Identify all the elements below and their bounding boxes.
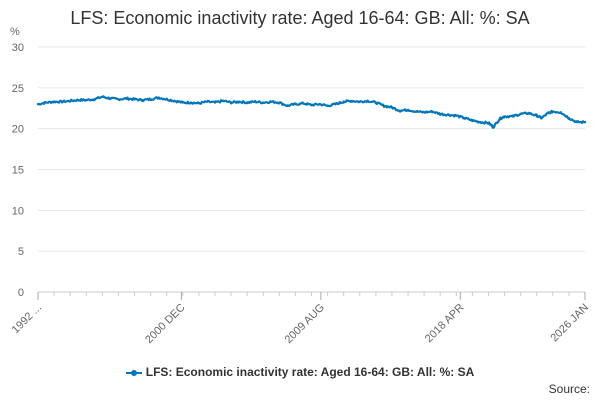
data-point[interactable] <box>382 104 386 108</box>
data-point[interactable] <box>527 111 530 115</box>
data-point[interactable] <box>479 120 482 124</box>
data-point[interactable] <box>583 120 587 124</box>
data-point[interactable] <box>447 113 450 116</box>
data-point[interactable] <box>294 102 297 106</box>
data-point[interactable] <box>492 125 495 129</box>
legend[interactable]: LFS: Economic inactivity rate: Aged 16-6… <box>0 365 600 379</box>
data-point[interactable] <box>535 114 538 117</box>
data-point[interactable] <box>302 102 305 105</box>
gridlines <box>38 46 585 293</box>
series-line[interactable] <box>37 95 586 129</box>
x-tick-label: 2009 AUG <box>283 302 327 346</box>
data-point[interactable] <box>270 100 273 103</box>
data-point[interactable] <box>60 100 64 103</box>
y-axis-unit-label: % <box>10 26 20 38</box>
data-point[interactable] <box>101 95 104 99</box>
x-axis: 1992 ... 2000 DEC 2009 AUG 2018 APR 2026 JAN <box>10 291 591 346</box>
data-point[interactable] <box>125 97 128 100</box>
data-point[interactable] <box>366 99 370 103</box>
data-point[interactable] <box>310 103 313 107</box>
chart-title: LFS: Economic inactivity rate: Aged 16-6… <box>70 8 530 28</box>
data-point[interactable] <box>77 98 80 102</box>
data-point[interactable] <box>205 100 209 103</box>
data-point[interactable] <box>213 101 217 104</box>
data-point[interactable] <box>487 121 490 125</box>
data-point[interactable] <box>52 100 56 103</box>
y-tick-label: 20 <box>12 124 24 136</box>
y-tick-label: 15 <box>12 165 24 177</box>
data-point[interactable] <box>253 100 257 103</box>
data-point[interactable] <box>463 116 466 120</box>
data-point[interactable] <box>439 112 442 116</box>
data-point[interactable] <box>278 101 281 104</box>
data-point[interactable] <box>149 98 152 101</box>
y-tick-label: 10 <box>12 205 24 217</box>
x-tick-label: 2026 JAN <box>548 302 591 345</box>
data-point[interactable] <box>85 98 88 102</box>
data-point[interactable] <box>422 111 426 114</box>
data-point[interactable] <box>342 100 345 103</box>
data-point[interactable] <box>221 99 225 103</box>
data-point[interactable] <box>109 97 112 100</box>
x-tick-label: 2000 DEC <box>143 302 187 346</box>
data-point[interactable] <box>173 99 176 103</box>
data-point[interactable] <box>286 104 289 108</box>
data-point[interactable] <box>229 101 233 104</box>
chart-plot-area: 0 5 10 15 20 25 30 1992 ... 2000 DEC 2009 AUG 201… <box>10 26 591 346</box>
data-point[interactable] <box>141 98 144 102</box>
y-tick-label: 5 <box>18 246 24 258</box>
data-point[interactable] <box>44 101 48 104</box>
data-point[interactable] <box>471 119 474 122</box>
data-point[interactable] <box>189 101 193 104</box>
data-point[interactable] <box>262 101 265 104</box>
data-point[interactable] <box>237 100 241 103</box>
data-point[interactable] <box>350 99 353 103</box>
data-point[interactable] <box>406 108 410 112</box>
data-point[interactable] <box>567 116 571 120</box>
data-point[interactable] <box>374 101 378 104</box>
data-point[interactable] <box>318 102 321 106</box>
data-point[interactable] <box>133 98 136 101</box>
x-tick-label: 2018 APR <box>423 302 467 346</box>
data-point[interactable] <box>498 117 501 121</box>
data-point[interactable] <box>117 98 120 101</box>
data-point[interactable] <box>503 115 506 118</box>
x-tick-label: 1992 ... <box>10 302 44 336</box>
data-point[interactable] <box>551 110 555 113</box>
data-point[interactable] <box>575 120 579 124</box>
source-label: Source: <box>548 382 590 396</box>
series-layer <box>36 95 587 129</box>
y-tick-label: 30 <box>12 42 24 54</box>
data-point[interactable] <box>390 106 394 109</box>
data-point[interactable] <box>540 116 543 120</box>
data-point[interactable] <box>93 98 96 101</box>
legend-line-marker-icon <box>125 369 142 376</box>
data-point[interactable] <box>398 109 402 112</box>
data-point[interactable] <box>546 111 550 115</box>
y-tick-label: 0 <box>18 287 24 299</box>
legend-label: LFS: Economic inactivity rate: Aged 16-6… <box>145 365 475 379</box>
data-point[interactable] <box>519 112 522 116</box>
data-point[interactable] <box>511 115 514 118</box>
data-point[interactable] <box>455 114 458 117</box>
data-point[interactable] <box>157 96 160 99</box>
data-point[interactable] <box>559 111 563 114</box>
data-point[interactable] <box>414 110 418 113</box>
data-point[interactable] <box>181 101 184 104</box>
data-point[interactable] <box>245 101 249 104</box>
data-point[interactable] <box>430 110 434 113</box>
data-point[interactable] <box>197 102 201 105</box>
data-point[interactable] <box>326 104 329 108</box>
data-point[interactable] <box>36 102 40 106</box>
y-axis: 0 5 10 15 20 25 30 <box>12 42 24 299</box>
y-tick-label: 25 <box>12 83 24 95</box>
data-point[interactable] <box>165 98 168 101</box>
data-point[interactable] <box>68 99 72 103</box>
data-point[interactable] <box>358 100 361 103</box>
data-point[interactable] <box>334 102 337 106</box>
